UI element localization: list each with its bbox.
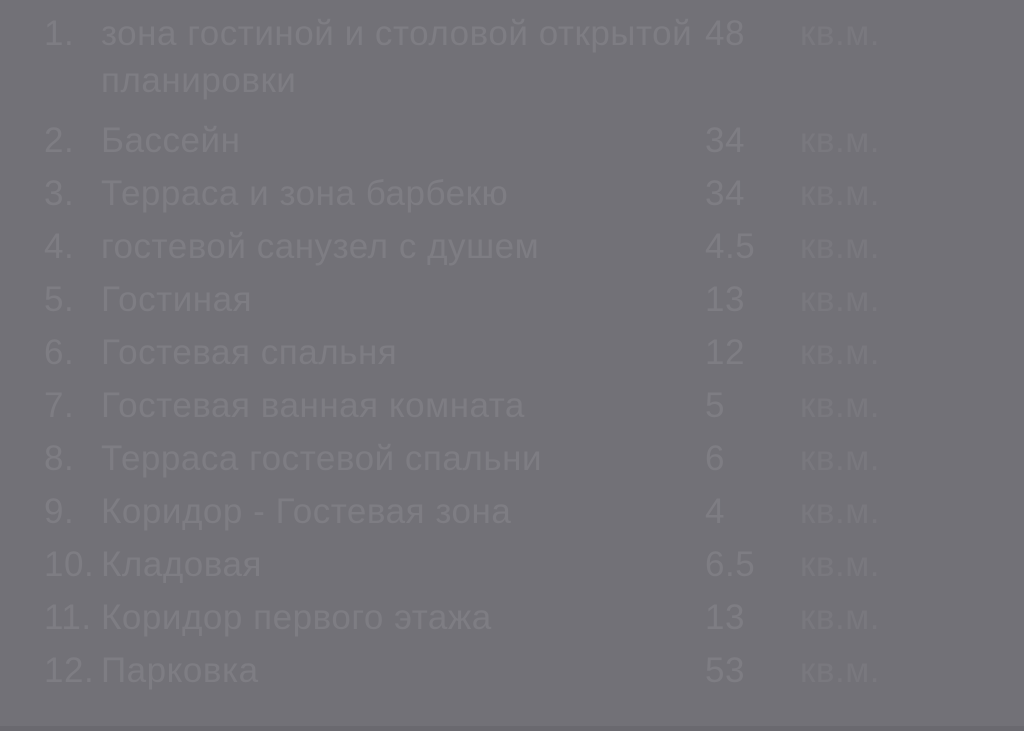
room-area-value: 4.5	[705, 227, 756, 266]
room-area-value: 6.5	[705, 545, 756, 584]
room-name: Бассейн	[101, 121, 241, 160]
room-number: 8.	[44, 439, 75, 478]
room-area-unit: кв.м.	[800, 280, 881, 319]
room-area-unit: кв.м.	[800, 439, 881, 478]
room-area-value: 34	[705, 174, 745, 213]
room-row: 1. зона гостиной и столовой открытой пла…	[44, 10, 1024, 104]
room-number: 11.	[44, 598, 92, 637]
room-name: Гостевая ванная комната	[101, 386, 525, 425]
room-name: Коридор - Гостевая зона	[101, 492, 512, 531]
room-area-value: 4	[705, 492, 725, 531]
room-name: Терраса и зона барбекю	[101, 174, 509, 213]
room-area-unit: кв.м.	[800, 333, 881, 372]
room-number: 5.	[44, 280, 75, 319]
room-number: 3.	[44, 174, 75, 213]
bottom-edge-strip	[0, 726, 1024, 731]
room-row: 10. Кладовая 6.5 кв.м.	[44, 541, 1024, 588]
room-area-value: 6	[705, 439, 725, 478]
room-name: Кладовая	[101, 545, 262, 584]
room-name: Гостиная	[101, 280, 253, 319]
room-area-value: 53	[705, 651, 745, 690]
room-area-unit: кв.м.	[800, 598, 881, 637]
room-row: 11. Коридор первого этажа 13 кв.м.	[44, 594, 1024, 641]
room-area-legend: 1. зона гостиной и столовой открытой пла…	[44, 10, 1024, 700]
room-name: Коридор первого этажа	[101, 598, 492, 637]
room-area-unit: кв.м.	[800, 386, 881, 425]
room-row: 2. Бассейн 34 кв.м.	[44, 117, 1024, 164]
room-area-value: 48	[705, 14, 745, 53]
room-number: 2.	[44, 121, 75, 160]
room-name: зона гостиной и столовой открытой планир…	[101, 14, 693, 100]
room-number: 9.	[44, 492, 75, 531]
room-number: 4.	[44, 227, 75, 266]
room-area-unit: кв.м.	[800, 651, 881, 690]
room-number: 12.	[44, 651, 95, 690]
room-row: 9. Коридор - Гостевая зона 4 кв.м.	[44, 488, 1024, 535]
room-name: гостевой санузел с душем	[101, 227, 540, 266]
room-area-unit: кв.м.	[800, 227, 881, 266]
room-area-value: 12	[705, 333, 745, 372]
room-row: 7. Гостевая ванная комната 5 кв.м.	[44, 382, 1024, 429]
room-row: 4. гостевой санузел с душем 4.5 кв.м.	[44, 223, 1024, 270]
room-area-unit: кв.м.	[800, 545, 881, 584]
room-area-value: 13	[705, 598, 745, 637]
room-area-unit: кв.м.	[800, 14, 881, 53]
room-list: 1. зона гостиной и столовой открытой пла…	[44, 10, 1024, 694]
room-area-value: 5	[705, 386, 725, 425]
room-area-unit: кв.м.	[800, 492, 881, 531]
room-row: 5. Гостиная 13 кв.м.	[44, 276, 1024, 323]
room-row: 12. Парковка 53 кв.м.	[44, 647, 1024, 694]
room-name: Терраса гостевой спальни	[101, 439, 543, 478]
room-name: Парковка	[101, 651, 259, 690]
room-area-value: 34	[705, 121, 745, 160]
room-number: 6.	[44, 333, 75, 372]
room-area-unit: кв.м.	[800, 121, 881, 160]
room-row: 6. Гостевая спальня 12 кв.м.	[44, 329, 1024, 376]
room-number: 7.	[44, 386, 75, 425]
room-area-unit: кв.м.	[800, 174, 881, 213]
room-number: 10.	[44, 545, 95, 584]
room-area-value: 13	[705, 280, 745, 319]
room-name: Гостевая спальня	[101, 333, 398, 372]
room-row: 3. Терраса и зона барбекю 34 кв.м.	[44, 170, 1024, 217]
room-row: 8. Терраса гостевой спальни 6 кв.м.	[44, 435, 1024, 482]
room-number: 1.	[44, 14, 75, 53]
